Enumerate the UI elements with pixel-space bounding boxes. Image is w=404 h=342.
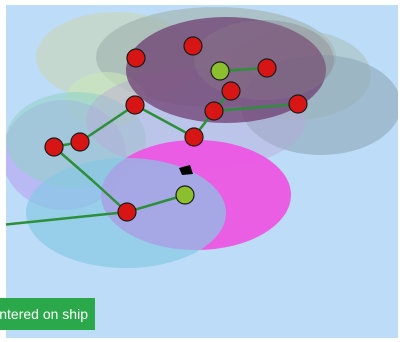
enemy-planet-icon[interactable] [70,132,90,152]
route-line [6,210,128,226]
enemy-planet-icon[interactable] [257,58,277,78]
status-toast: Centered on ship [0,298,95,330]
enemy-planet-icon[interactable] [126,48,146,68]
enemy-planet-icon[interactable] [204,101,224,121]
route-line [126,193,186,214]
enemy-planet-icon[interactable] [117,202,137,222]
route-line [79,103,136,144]
enemy-planet-icon[interactable] [44,137,64,157]
enemy-planet-icon[interactable] [221,81,241,101]
enemy-planet-icon[interactable] [288,94,308,114]
enemy-planet-icon[interactable] [184,127,204,147]
map-canvas[interactable] [6,5,398,338]
enemy-planet-icon[interactable] [183,36,203,56]
game-map[interactable] [6,5,398,338]
enemy-planet-icon[interactable] [125,95,145,115]
own-planet-icon[interactable] [210,61,230,81]
status-toast-label: Centered on ship [0,306,88,322]
planets[interactable] [44,36,308,222]
ship-icon[interactable] [179,165,193,175]
route-line [213,102,299,113]
route-line [134,103,195,139]
own-planet-icon[interactable] [175,185,195,205]
